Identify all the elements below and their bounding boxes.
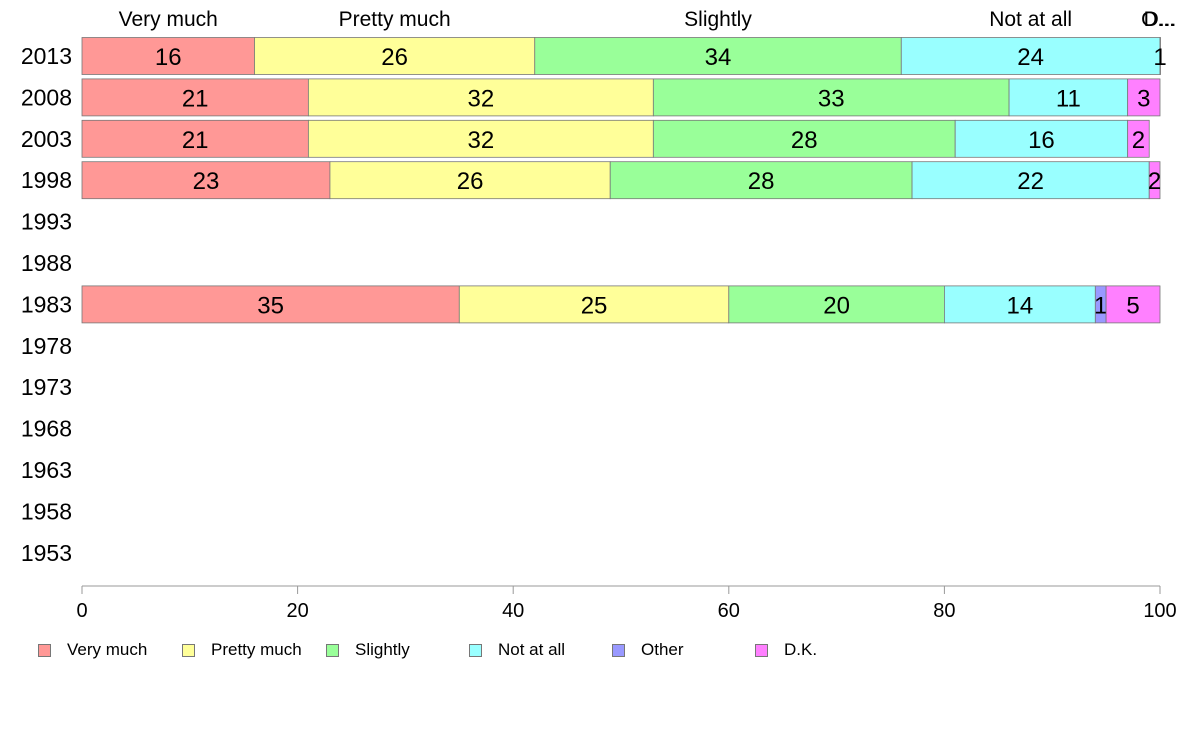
bar-value-label: 22: [1017, 168, 1044, 195]
bar-value-label: 25: [581, 292, 608, 319]
stacked-bar-chart: Very much Pretty much Slightly Not at all O.…: [21, 8, 1177, 622]
year-label-1958: 1958: [21, 498, 72, 524]
bar-value-label: 3: [1137, 85, 1150, 112]
x-tick-label: 40: [502, 600, 524, 622]
bar-segment: [1127, 119, 1150, 158]
legend-swatch: [755, 643, 768, 657]
bar-segment: [1105, 285, 1161, 324]
legend-item: Other: [612, 640, 684, 660]
bar-value-label: 35: [257, 292, 284, 319]
bar-value-label: 34: [705, 44, 732, 71]
bar-segment: [329, 161, 611, 200]
bar-segment: [254, 37, 536, 75]
header-label: Pretty much: [339, 8, 451, 31]
bar-segments: 16 26 34 24 121 32 33 11 321 32 28 16 223 26 28 22 235 25…: [81, 37, 1167, 324]
bar-segment: [307, 78, 654, 117]
legend-item: Very much: [38, 640, 147, 660]
bar-segment: [609, 161, 913, 200]
bar-segment: [458, 285, 730, 324]
x-axis: 0 20 40 60 80 100: [76, 585, 1177, 622]
bar-value-label: 1: [1094, 292, 1107, 319]
year-label-1998: 1998: [21, 167, 72, 193]
bar-segment: [81, 161, 331, 200]
bar-value-label: 11: [1056, 85, 1081, 112]
year-label-1988: 1988: [21, 250, 72, 276]
legend-item: Pretty much: [182, 640, 302, 660]
bar-segment: [954, 119, 1129, 158]
chart-legend: Very much Pretty much Slightly Not at all Ot…: [0, 632, 1188, 668]
legend-item: Not at all: [469, 640, 565, 660]
year-label-1968: 1968: [21, 416, 72, 442]
year-label-2013: 2013: [21, 43, 72, 69]
legend-swatch: [612, 643, 625, 657]
legend-label: Other: [641, 640, 684, 659]
legend-item: Slightly: [326, 640, 410, 660]
bar-value-label: 32: [468, 127, 495, 154]
bar-segment: [307, 119, 654, 158]
bar-segment: [728, 285, 945, 324]
header-label: D...: [1144, 8, 1177, 31]
legend-label: Slightly: [355, 640, 410, 659]
legend-label: Very much: [67, 640, 148, 659]
bar-segment: [652, 78, 1010, 117]
bar-value-label: 21: [182, 85, 209, 112]
legend-swatch: [38, 643, 51, 657]
year-label-1993: 1993: [21, 209, 72, 235]
year-label-1983: 1983: [21, 291, 72, 317]
bar-value-label: 28: [791, 127, 818, 154]
bar-value-label: 2: [1132, 127, 1145, 154]
bar-segment: [911, 161, 1150, 200]
bar-value-label: 2: [1148, 168, 1161, 195]
x-tick-label: 20: [286, 600, 308, 622]
legend-label: Not at all: [498, 640, 566, 659]
x-tick-label: 80: [933, 600, 955, 622]
bar-segment: [652, 119, 956, 158]
x-tick-label: 0: [76, 600, 87, 622]
year-label-2003: 2003: [21, 126, 72, 152]
header-label: Slightly: [684, 8, 752, 31]
year-label-1978: 1978: [21, 333, 72, 359]
legend-swatch: [182, 643, 195, 657]
legend-label: D.K.: [784, 640, 818, 659]
header-label: Not at all: [989, 8, 1072, 31]
bar-segment: [1008, 78, 1129, 117]
bar-value-label: 28: [748, 168, 775, 195]
bar-segment: [1127, 78, 1161, 117]
bar-value-label: 33: [818, 85, 845, 112]
legend-swatch: [326, 643, 339, 657]
bar-value-label: 16: [155, 44, 182, 71]
year-label-1953: 1953: [21, 540, 72, 566]
bar-segment: [1148, 161, 1161, 200]
legend-item: D.K.: [755, 640, 817, 660]
year-axis-labels: 2013 2008 2003 1998 1993 1988 1983 1978 1973 1968…: [21, 43, 72, 566]
bar-segment: [1159, 37, 1161, 75]
bar-value-label: 26: [381, 44, 408, 71]
bar-value-label: 20: [823, 292, 850, 319]
bar-value-label: 14: [1007, 292, 1034, 319]
bar-value-label: 26: [457, 168, 484, 195]
bar-value-label: 23: [193, 168, 220, 195]
bar-value-label: 21: [182, 127, 209, 154]
bar-segment: [81, 78, 309, 117]
bar-value-label: 32: [468, 85, 495, 112]
year-label-1973: 1973: [21, 374, 72, 400]
header-label: O...: [1141, 8, 1175, 31]
legend-label: Pretty much: [211, 640, 302, 659]
x-tick-label: 60: [718, 600, 740, 622]
header-label: Very much: [119, 8, 218, 31]
bar-segment: [944, 285, 1096, 324]
bar-segment: [81, 285, 460, 324]
year-label-2008: 2008: [21, 84, 72, 110]
year-label-1963: 1963: [21, 457, 72, 483]
header-labels: Very much Pretty much Slightly Not at all O.…: [119, 8, 1177, 31]
x-tick-label: 100: [1143, 600, 1176, 622]
bar-value-label: 24: [1017, 44, 1044, 71]
bar-value-label: 5: [1126, 292, 1139, 319]
bar-value-label: 16: [1028, 127, 1055, 154]
legend-swatch: [469, 643, 482, 657]
bar-value-label: 1: [1153, 44, 1166, 71]
